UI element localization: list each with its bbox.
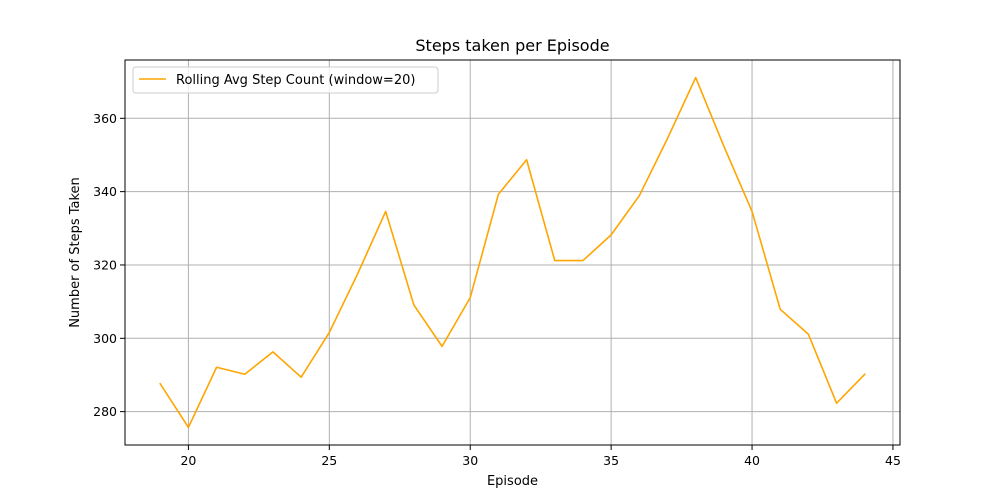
- x-tick-label: 25: [321, 453, 337, 468]
- legend: Rolling Avg Step Count (window=20): [132, 66, 439, 94]
- x-axis-label: Episode: [487, 474, 538, 489]
- series-line: [159, 76, 866, 429]
- grid-lines: [125, 60, 900, 445]
- legend-box: [132, 66, 439, 94]
- x-tick-label: 30: [462, 453, 478, 468]
- y-axis-label: Number of Steps Taken: [68, 177, 83, 328]
- x-tick-label: 20: [180, 453, 196, 468]
- plot-area-frame: [124, 59, 901, 446]
- y-tick-label: 280: [93, 404, 117, 419]
- y-tick-label: 300: [93, 331, 117, 346]
- y-tick-label: 360: [93, 111, 117, 126]
- y-tick-label: 340: [93, 184, 117, 199]
- x-tick-label: 40: [744, 453, 760, 468]
- x-tick-label: 45: [885, 453, 901, 468]
- axis-ticks: 20 25 30 35 40 45 280 300 320 340 360: [93, 111, 901, 468]
- series-layer: [159, 76, 866, 429]
- x-tick-label: 35: [603, 453, 619, 468]
- y-tick-label: 320: [93, 257, 117, 272]
- chart-title: Steps taken per Episode: [415, 36, 609, 55]
- legend-entry-label: Rolling Avg Step Count (window=20): [176, 73, 415, 88]
